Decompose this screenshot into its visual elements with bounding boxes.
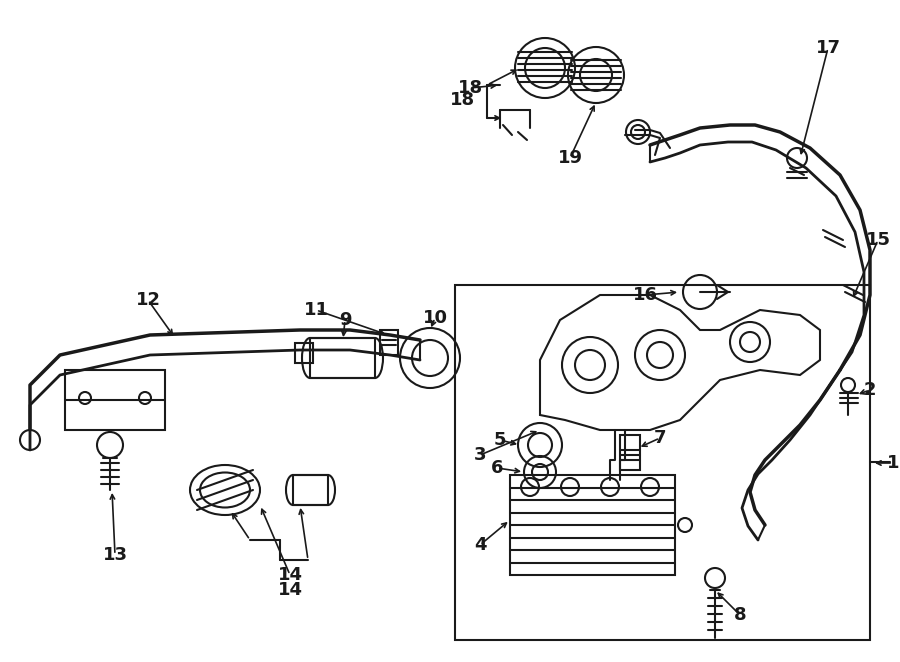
Text: 4: 4 bbox=[473, 536, 486, 554]
Circle shape bbox=[841, 378, 855, 392]
Text: 19: 19 bbox=[557, 149, 582, 167]
Bar bbox=[380, 330, 398, 355]
Circle shape bbox=[787, 148, 807, 168]
Circle shape bbox=[97, 432, 123, 458]
Text: 9: 9 bbox=[338, 311, 351, 329]
Text: 6: 6 bbox=[491, 459, 503, 477]
Text: 18: 18 bbox=[449, 91, 474, 109]
Text: 3: 3 bbox=[473, 446, 486, 464]
Text: 7: 7 bbox=[653, 429, 666, 447]
Circle shape bbox=[705, 568, 725, 588]
Bar bbox=[293, 475, 328, 505]
Text: 17: 17 bbox=[815, 39, 841, 57]
Text: 15: 15 bbox=[866, 231, 890, 249]
Polygon shape bbox=[540, 295, 820, 430]
Bar bbox=[295, 343, 313, 363]
Bar bbox=[65, 370, 165, 430]
Text: 2: 2 bbox=[864, 381, 877, 399]
Text: 1: 1 bbox=[886, 454, 899, 472]
Text: 14: 14 bbox=[277, 566, 302, 584]
Text: 13: 13 bbox=[103, 546, 128, 564]
Bar bbox=[620, 435, 640, 470]
Text: 11: 11 bbox=[303, 301, 328, 319]
Text: 5: 5 bbox=[494, 431, 506, 449]
Bar bbox=[510, 475, 675, 575]
Text: 8: 8 bbox=[734, 606, 746, 624]
Text: 16: 16 bbox=[633, 286, 658, 304]
Text: 14: 14 bbox=[277, 581, 302, 599]
Text: 10: 10 bbox=[422, 309, 447, 327]
Bar bbox=[455, 285, 870, 640]
Bar bbox=[310, 338, 375, 378]
Text: 12: 12 bbox=[136, 291, 160, 309]
Text: 18: 18 bbox=[457, 79, 482, 97]
